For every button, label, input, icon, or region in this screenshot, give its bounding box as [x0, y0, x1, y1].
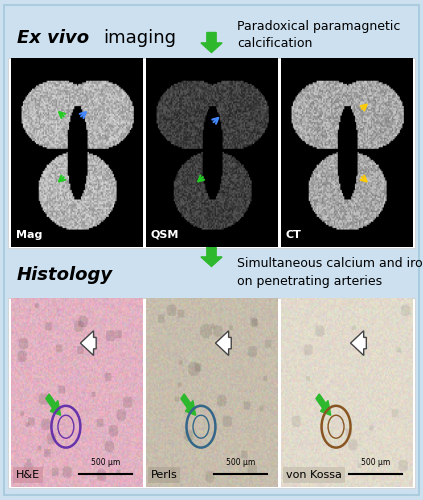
- Text: CT: CT: [286, 230, 302, 240]
- FancyBboxPatch shape: [8, 58, 415, 248]
- Text: Histology: Histology: [17, 266, 113, 284]
- FancyArrow shape: [215, 331, 231, 355]
- Polygon shape: [201, 246, 222, 266]
- Text: QSM: QSM: [151, 230, 179, 240]
- FancyArrow shape: [316, 394, 331, 415]
- Text: 500 μm: 500 μm: [91, 458, 120, 466]
- FancyArrow shape: [46, 394, 60, 415]
- FancyArrow shape: [80, 331, 96, 355]
- Text: imaging: imaging: [104, 28, 177, 46]
- Text: 500 μm: 500 μm: [226, 458, 255, 466]
- Text: Paradoxical paramagnetic
calcification: Paradoxical paramagnetic calcification: [237, 20, 400, 50]
- Text: Simultaneous calcium and iron deposition
on penetrating arteries: Simultaneous calcium and iron deposition…: [237, 258, 423, 288]
- Text: H&E: H&E: [16, 470, 40, 480]
- Polygon shape: [201, 32, 222, 52]
- Text: Ex vivo: Ex vivo: [17, 28, 89, 46]
- Text: 500 μm: 500 μm: [361, 458, 390, 466]
- Text: Perls: Perls: [151, 470, 178, 480]
- FancyArrow shape: [351, 331, 366, 355]
- FancyBboxPatch shape: [8, 298, 415, 488]
- Text: Mag: Mag: [16, 230, 42, 240]
- Text: von Kossa: von Kossa: [286, 470, 342, 480]
- FancyArrow shape: [181, 394, 196, 415]
- FancyBboxPatch shape: [4, 5, 419, 495]
